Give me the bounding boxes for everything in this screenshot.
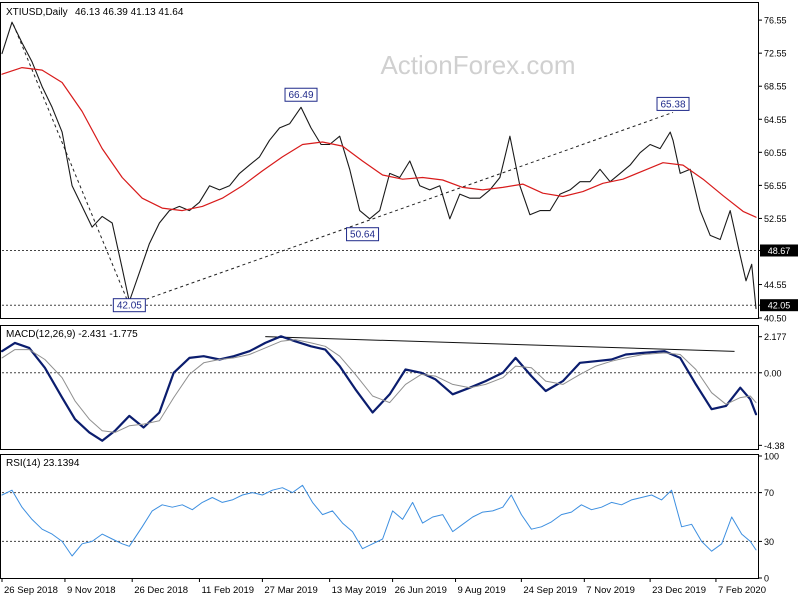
level-price-label: 48.67 xyxy=(768,246,791,256)
y-tick-label: 0.00 xyxy=(764,368,782,378)
y-tick-label: 72.55 xyxy=(764,49,787,59)
price-annotation: 42.05 xyxy=(117,301,142,312)
price-annotation-box xyxy=(284,87,318,102)
x-tick-label: 26 Jun 2019 xyxy=(395,585,447,596)
x-tick-label: 9 Nov 2018 xyxy=(67,585,116,596)
y-tick-label: 100 xyxy=(764,452,779,462)
y-tick-label: 0 xyxy=(764,574,769,584)
y-tick-label: 64.55 xyxy=(764,115,787,125)
series-macd xyxy=(0,335,758,442)
price-annotation: 50.64 xyxy=(350,230,375,241)
x-tick-label: 7 Nov 2019 xyxy=(586,585,635,596)
y-tick-label: 40.50 xyxy=(764,314,787,324)
x-tick-label: 23 Dec 2019 xyxy=(652,585,706,596)
trendline xyxy=(129,111,674,306)
series-ma xyxy=(1,66,757,218)
y-tick-label: 52.55 xyxy=(764,214,787,224)
trendline xyxy=(265,336,735,352)
price-annotation: 66.49 xyxy=(289,90,314,101)
x-tick-label: 13 May 2019 xyxy=(332,585,387,596)
rsi-panel-title: RSI(14) 23.1394 xyxy=(6,458,80,469)
price-annotation-box xyxy=(112,298,146,313)
y-tick-label: 68.55 xyxy=(764,82,787,92)
price-annotation-box xyxy=(656,96,690,111)
y-tick-label: 56.55 xyxy=(764,181,787,191)
x-tick-label: 26 Dec 2018 xyxy=(134,585,188,596)
price-annotation: 65.38 xyxy=(661,99,686,110)
macd-panel-title: MACD(12,26,9) -2.431 -1.775 xyxy=(6,329,138,340)
watermark: ActionForex.com xyxy=(380,50,575,80)
macd-panel xyxy=(0,325,759,450)
series-rsi xyxy=(1,484,757,557)
price-layer: 76.55 72.55 68.55 64.55 60.55 56.55 52.55 48.67… xyxy=(1,16,798,324)
y-tick-label: 44.55 xyxy=(764,280,787,290)
rsi-panel xyxy=(0,454,759,579)
y-tick-label: 2.177 xyxy=(764,332,787,342)
price-panel xyxy=(0,2,759,319)
price-panel-title: XTIUSD,Daily xyxy=(6,7,68,18)
rsi-layer: 100 70 30 0 RSI(14) 23.1394 xyxy=(1,452,779,584)
macd-layer: 2.177 0.00 -4.38 MACD(12,26,9) -2.431 -1.77… xyxy=(0,329,787,451)
x-tick-label: 24 Sep 2019 xyxy=(523,585,577,596)
x-tick-label: 9 Aug 2019 xyxy=(458,585,506,596)
price-annotation-box xyxy=(346,227,380,242)
price-ohlc: 46.13 46.39 41.13 41.64 xyxy=(75,7,184,18)
y-tick-label: 30 xyxy=(764,537,774,547)
x-tick-label: 27 Mar 2019 xyxy=(264,585,317,596)
level-price-label: 42.05 xyxy=(768,301,791,311)
trendline xyxy=(12,24,130,306)
x-tick-label: 7 Feb 2020 xyxy=(718,585,766,596)
x-tick-label: 11 Feb 2019 xyxy=(201,585,254,596)
y-tick-label: 70 xyxy=(764,488,774,498)
y-tick-label: 60.55 xyxy=(764,148,787,158)
x-tick-label: 26 Sep 2018 xyxy=(4,585,58,596)
level-price-box xyxy=(760,299,798,312)
level-price-box xyxy=(760,244,798,257)
y-tick-label: 76.55 xyxy=(764,16,787,26)
series-signal xyxy=(1,339,757,433)
x-axis: 26 Sep 2018 9 Nov 2018 26 Dec 2018 11 Feb 2… xyxy=(1,578,766,596)
y-tick-label: -4.38 xyxy=(764,441,785,451)
